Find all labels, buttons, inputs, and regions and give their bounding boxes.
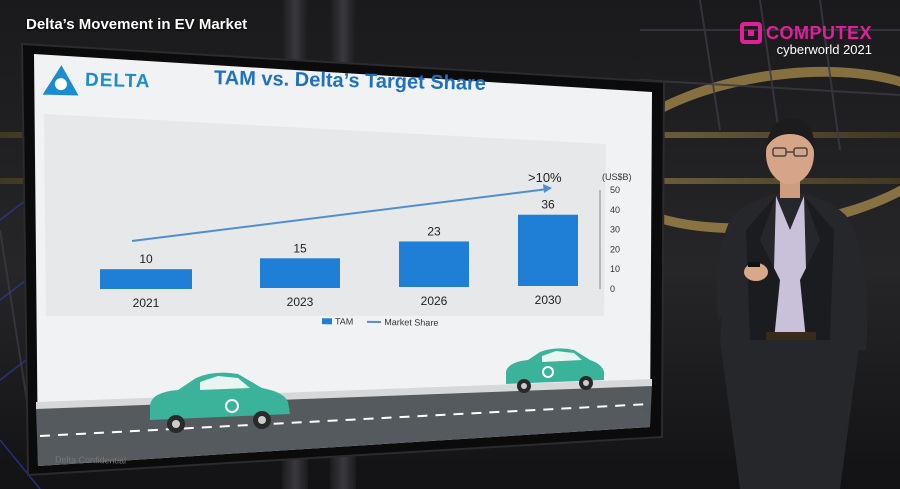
delta-triangle-icon — [42, 65, 79, 96]
broadcast-title: Delta’s Movement in EV Market — [26, 16, 248, 33]
computex-subtitle: cyberworld 2021 — [776, 42, 872, 57]
computex-logo: COMPUTEX cyberworld 2021 — [739, 22, 872, 57]
legend-swatch-bar — [321, 318, 333, 325]
legend-label-tam: TAM — [334, 316, 354, 327]
slide-page-number: 10 — [642, 406, 651, 415]
legend-item-market-share: Market Share — [367, 317, 438, 328]
slide-footer: Delta Confidential — [54, 454, 127, 466]
delta-logo: DELTA — [41, 63, 151, 100]
computex-name: COMPUTEX — [765, 22, 872, 43]
legend-label-market-share: Market Share — [384, 317, 439, 328]
delta-logo-text: DELTA — [84, 69, 151, 93]
legend-swatch-line — [367, 320, 382, 324]
legend-item-tam: TAM — [321, 316, 354, 327]
computex-icon — [739, 22, 762, 44]
presenter — [716, 118, 868, 489]
chart-legend: TAM Market Share — [321, 316, 438, 328]
